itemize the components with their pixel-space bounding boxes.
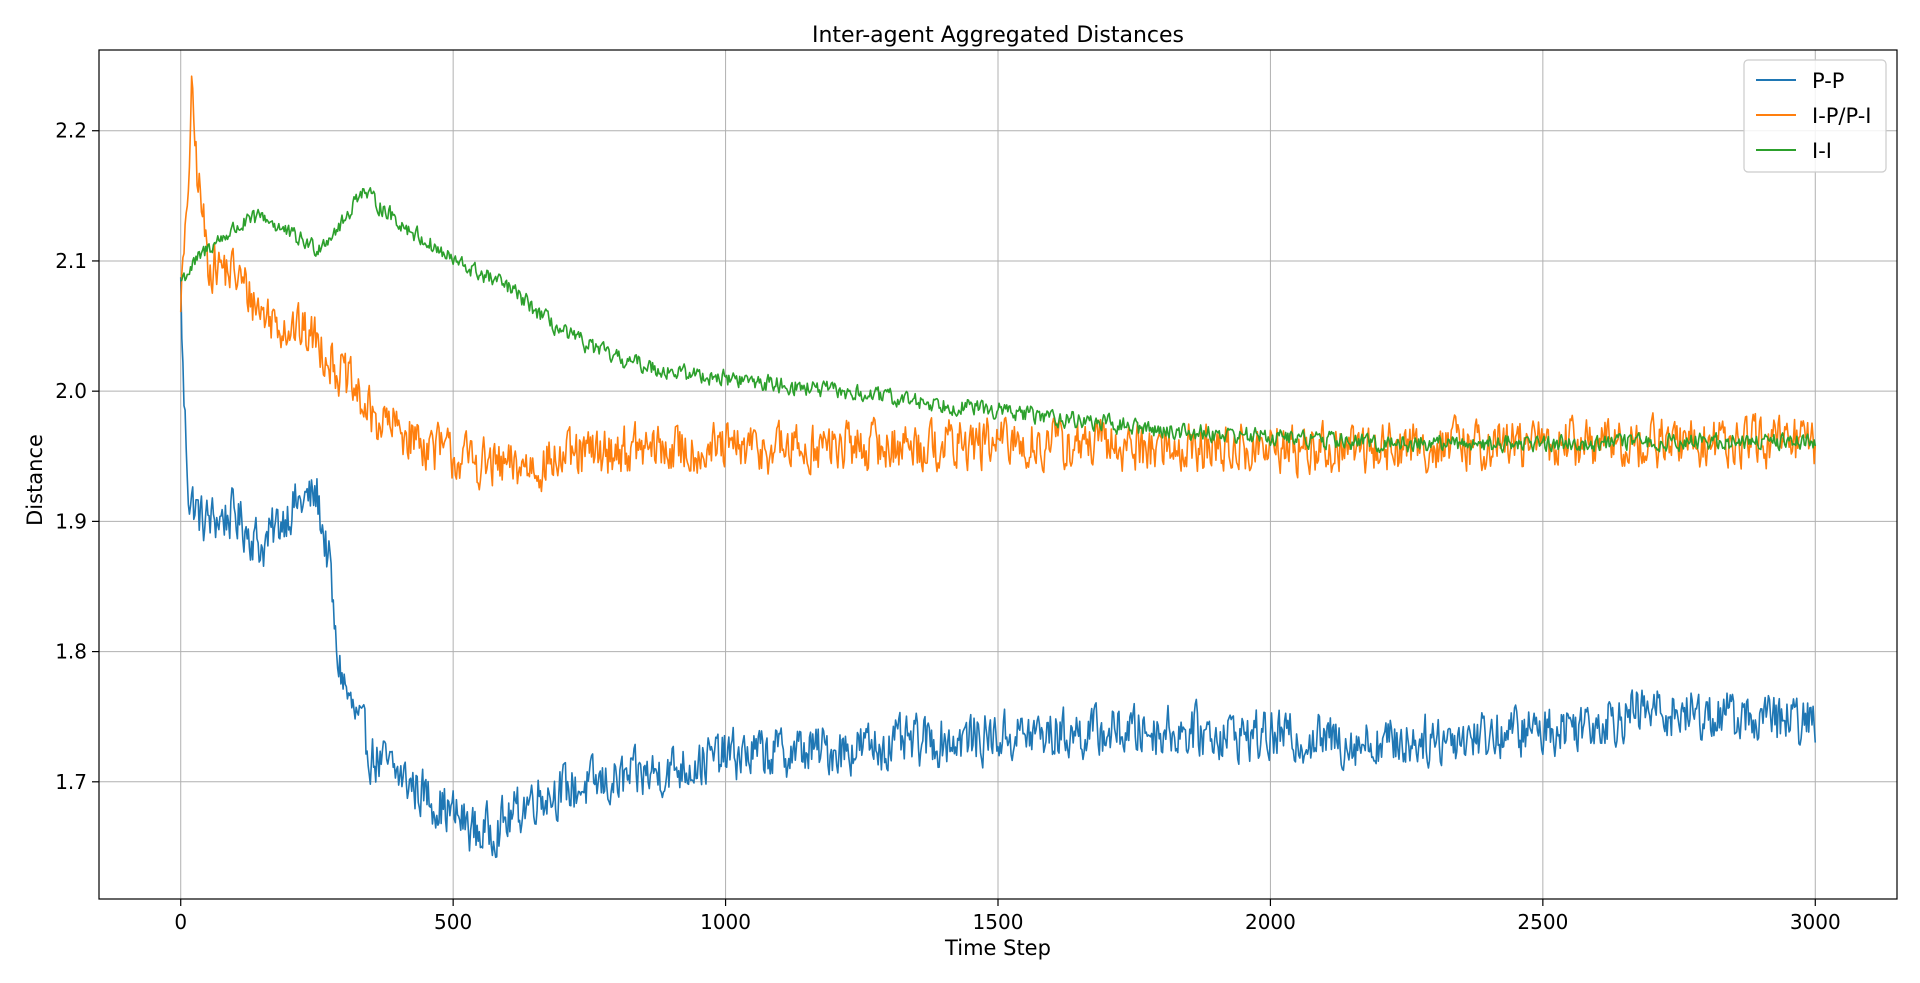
legend-label: I-I (1812, 139, 1832, 163)
y-tick-label: 2.1 (55, 249, 87, 273)
x-tick-label: 1500 (973, 910, 1024, 934)
y-tick-label: 1.8 (55, 640, 87, 664)
x-tick-label: 1000 (700, 910, 751, 934)
chart-legend: P-P I-P/P-I I-I (1743, 59, 1887, 173)
series-line-i-p-p-i (179, 75, 1817, 493)
x-tick-label: 2000 (1245, 910, 1296, 934)
chart-title: Inter-agent Aggregated Distances (812, 23, 1184, 48)
legend-items: P-P I-P/P-I I-I (1756, 69, 1871, 163)
y-tick-label: 2.0 (55, 379, 87, 403)
x-tick-label: 0 (174, 910, 187, 934)
legend-label: P-P (1812, 69, 1844, 93)
data-series (179, 75, 1817, 859)
x-tick-label: 3000 (1790, 910, 1841, 934)
y-tick-label: 1.7 (55, 770, 87, 794)
y-tick-label: 1.9 (55, 509, 87, 533)
legend-box (1743, 59, 1887, 173)
series-line-p-p (179, 277, 1817, 859)
y-tick-label: 2.2 (55, 119, 87, 143)
grid-lines (99, 50, 1897, 899)
y-axis-label: Distance (23, 434, 47, 526)
x-tick-label: 2500 (1517, 910, 1568, 934)
x-tick-label: 500 (434, 910, 472, 934)
x-axis-label: Time Step (944, 936, 1051, 960)
axis-ticks: 0 500 1000 1500 2000 2500 3000 1.7 1.8 1.9 2.0 2.1 2… (55, 119, 1841, 934)
legend-label: I-P/P-I (1812, 104, 1871, 128)
series-line-i-i (180, 187, 1817, 454)
